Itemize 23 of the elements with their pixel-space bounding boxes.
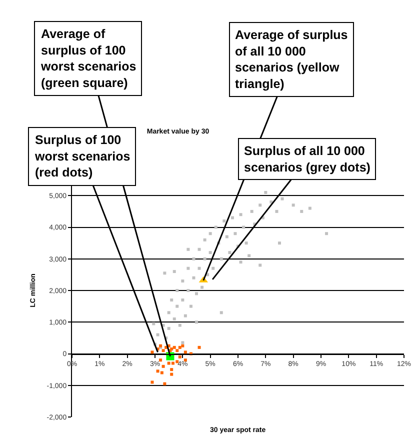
annotation: Surplus of all 10 000 scenarios (grey dots): [244, 144, 370, 174]
point: [176, 349, 179, 352]
point: [159, 358, 162, 362]
point: [184, 350, 187, 354]
annotation: Average of surplus of 100 worst scenarios (green square): [40, 27, 136, 90]
point: [156, 370, 160, 373]
point: [178, 346, 182, 349]
point: [163, 382, 166, 386]
point: [167, 362, 170, 365]
point: [178, 355, 182, 358]
point: [172, 346, 176, 349]
point: [160, 371, 164, 374]
point: [162, 364, 165, 368]
point: [198, 346, 201, 349]
point: [150, 380, 154, 384]
point: [181, 344, 184, 348]
point: [170, 372, 174, 376]
annotation: Average of surplus of all 10 000 scenarios (yellow triangle): [235, 28, 348, 91]
point: [170, 368, 174, 372]
point: [171, 362, 174, 365]
point: [162, 349, 165, 352]
annotation: Surplus of 100 worst scenarios (red dots): [34, 133, 130, 180]
point: [150, 350, 154, 354]
